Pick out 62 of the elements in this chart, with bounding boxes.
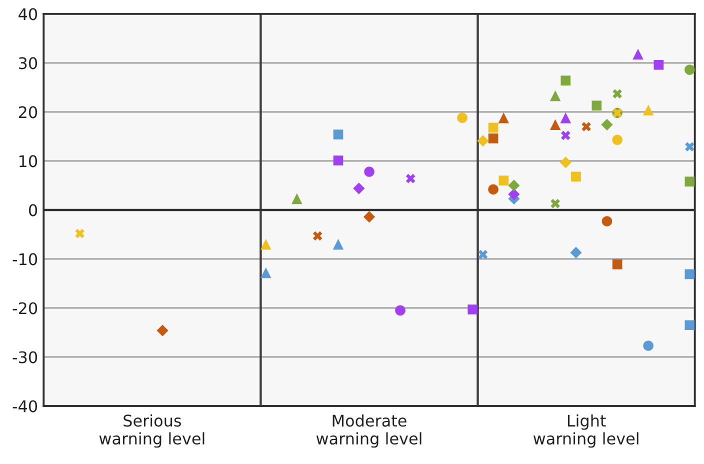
point xyxy=(684,176,695,186)
point xyxy=(571,172,581,182)
point xyxy=(292,193,302,204)
y-tick-label: -30 xyxy=(12,351,38,364)
point xyxy=(654,60,664,70)
y-tick-label: 10 xyxy=(20,155,38,168)
y-tick-label: 20 xyxy=(18,106,38,118)
point xyxy=(684,269,695,280)
point xyxy=(643,340,654,351)
point xyxy=(498,112,509,124)
x-tick-label: Light warning level xyxy=(533,414,638,448)
point xyxy=(498,176,509,186)
point xyxy=(333,130,344,140)
y-tick-label: 40 xyxy=(18,8,38,20)
point xyxy=(477,135,489,147)
point xyxy=(612,134,622,146)
y-tick-label: -40 xyxy=(12,400,38,412)
point xyxy=(684,320,695,330)
point xyxy=(364,166,374,177)
point xyxy=(550,198,560,208)
point xyxy=(560,130,570,140)
point xyxy=(406,174,416,184)
point xyxy=(560,112,572,124)
y-tick-label: 0 xyxy=(28,204,38,216)
point xyxy=(478,250,488,260)
point xyxy=(488,122,498,133)
point xyxy=(612,259,622,270)
x-tick-label: Moderate warning level xyxy=(316,414,422,448)
point xyxy=(468,304,478,314)
point xyxy=(684,64,695,75)
point xyxy=(488,184,498,195)
point xyxy=(488,133,498,144)
point xyxy=(332,238,344,250)
y-tick-label: -20 xyxy=(12,302,38,314)
point xyxy=(457,112,468,123)
y-tick-label: -10 xyxy=(12,253,38,266)
point xyxy=(592,100,602,110)
point xyxy=(333,156,344,166)
y-tick-label: 30 xyxy=(18,57,38,70)
point xyxy=(560,76,571,86)
point xyxy=(156,324,168,336)
x-tick-label: Serious warning level xyxy=(99,414,204,448)
point xyxy=(312,231,322,241)
point xyxy=(508,188,520,200)
point xyxy=(75,228,84,238)
point xyxy=(570,246,582,258)
point xyxy=(602,216,612,226)
point xyxy=(612,89,622,98)
point xyxy=(582,122,591,132)
point xyxy=(353,182,365,194)
point xyxy=(632,48,644,60)
point xyxy=(508,180,520,192)
point xyxy=(260,238,272,250)
point xyxy=(560,156,572,168)
point xyxy=(395,305,406,316)
point xyxy=(260,267,272,278)
point xyxy=(550,90,561,102)
point xyxy=(601,118,613,130)
point xyxy=(685,142,694,152)
point xyxy=(642,104,654,116)
point xyxy=(550,119,561,130)
point xyxy=(363,211,376,223)
